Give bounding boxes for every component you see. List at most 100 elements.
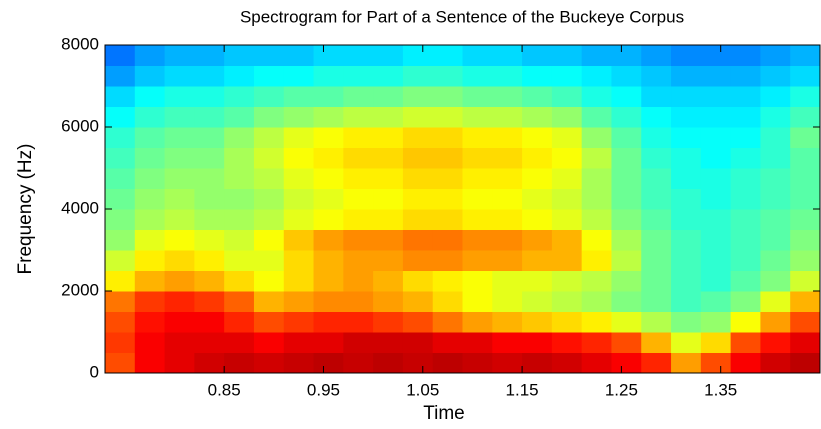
cell [224,332,255,353]
cell [611,188,642,210]
cell [522,250,553,271]
cell [551,106,583,128]
cell [790,270,821,292]
cell [611,147,642,169]
cell [462,106,493,128]
cell [492,127,523,148]
cell [611,291,642,312]
cell [105,86,136,107]
cell [164,65,195,87]
cell [760,45,791,66]
cell [194,291,225,312]
cell [671,147,702,169]
cell [611,352,642,374]
cell [551,352,583,374]
cell [283,147,315,169]
cell [790,209,821,230]
cell [641,65,672,87]
cell [522,65,553,87]
cell [224,147,255,169]
cell [730,291,761,312]
cell [224,270,255,292]
y-tick-label: 8000 [61,34,99,53]
cell [164,311,195,333]
cell [641,127,672,148]
cell [283,127,315,148]
cell [611,250,642,271]
cell [164,250,195,271]
cell [253,209,285,230]
cell [164,127,195,148]
cell [760,209,791,230]
cell [522,168,553,189]
cell [671,127,702,148]
cell [581,291,612,312]
cell [641,270,672,292]
cell [224,188,255,210]
cell [164,352,195,374]
cell [462,209,493,230]
cell [492,45,523,66]
cell [402,106,434,128]
cell [343,250,374,271]
cell [253,229,285,251]
cell [522,352,553,374]
cell [224,168,255,189]
cell [522,229,553,251]
cell [581,65,612,87]
cell [492,270,523,292]
cell [581,270,612,292]
cell [402,209,434,230]
cell [641,147,672,169]
cell [373,45,404,66]
cell [432,45,463,66]
cell [373,86,404,107]
cell [253,311,285,333]
cell [105,168,136,189]
cell [492,209,523,230]
cell [134,311,166,333]
y-tick-label: 4000 [61,198,99,217]
cell [790,332,821,353]
cell [164,106,195,128]
cell [402,352,434,374]
cell [194,65,225,87]
cell [641,291,672,312]
cell [224,311,255,333]
cell [432,332,463,353]
cell [700,45,732,66]
cell [462,86,493,107]
cell [671,86,702,107]
cell [313,147,344,169]
cell [522,86,553,107]
cell [671,250,702,271]
x-axis-label: Time [423,403,465,424]
heatmap [105,45,821,374]
y-tick-label: 6000 [61,116,99,135]
cell [730,45,761,66]
cell [730,65,761,87]
cell [581,332,612,353]
cell [492,188,523,210]
cell [343,168,374,189]
cell [790,352,821,374]
cell [373,291,404,312]
cell [462,332,493,353]
cell [760,332,791,353]
cell [790,168,821,189]
cell [373,270,404,292]
cell [105,209,136,230]
cell [224,86,255,107]
cell [253,147,285,169]
cell [253,106,285,128]
cell [492,291,523,312]
cell [194,250,225,271]
cell [373,311,404,333]
cell [730,250,761,271]
cell [105,188,136,210]
cell [462,270,493,292]
x-tick-label: 1.25 [605,380,638,399]
cell [164,270,195,292]
cell [343,352,374,374]
